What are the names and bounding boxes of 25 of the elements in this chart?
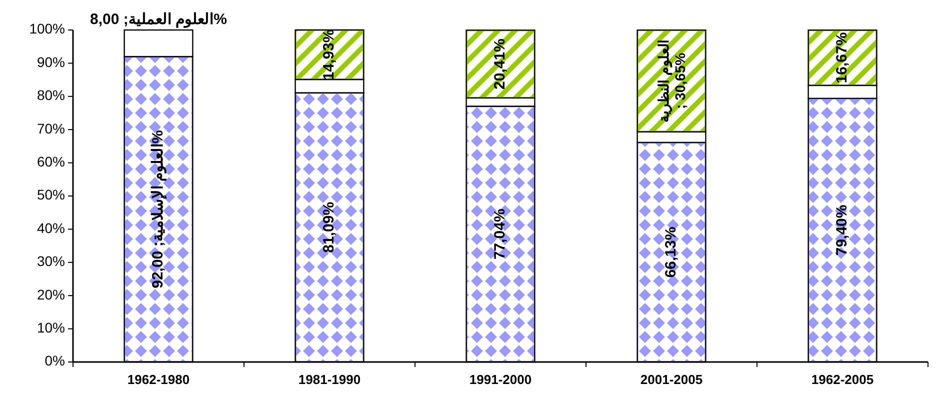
y-tick-label: 100% (29, 20, 65, 37)
data-label: 20,41% (491, 38, 508, 90)
x-tick-label: 2001-2005 (640, 372, 703, 387)
data-label: 14,93% (320, 29, 338, 80)
y-tick-label: 80% (36, 87, 65, 104)
x-tick-label: 1962-2005 (811, 372, 874, 387)
y-tick-label: 50% (36, 186, 65, 203)
data-label: 16,67% (833, 32, 850, 84)
y-tick-label: 20% (36, 286, 65, 302)
y-tick-label: 0% (44, 352, 65, 369)
y-tick-label: 60% (36, 154, 65, 170)
y-tick-label: 40% (36, 220, 65, 236)
data-label: 77,04% (491, 208, 508, 260)
x-tick-label: 1962-1980 (127, 372, 190, 387)
x-tick-label: 1981-1990 (298, 372, 361, 387)
y-tick-label: 90% (36, 54, 65, 70)
data-label: 66,13% (662, 226, 680, 278)
y-tick-label: 30% (36, 253, 65, 270)
y-tick-label: 70% (36, 120, 65, 136)
y-tick-label: 10% (36, 320, 65, 336)
data-label: 81,09% (320, 202, 338, 253)
data-label: 79,40% (833, 204, 850, 256)
x-tick-label: 1991-2000 (469, 372, 532, 387)
data-label: العلوم العملية; 8,00% (90, 11, 227, 28)
data-label: العلوم الإسلامية; 92,00% (149, 130, 166, 288)
